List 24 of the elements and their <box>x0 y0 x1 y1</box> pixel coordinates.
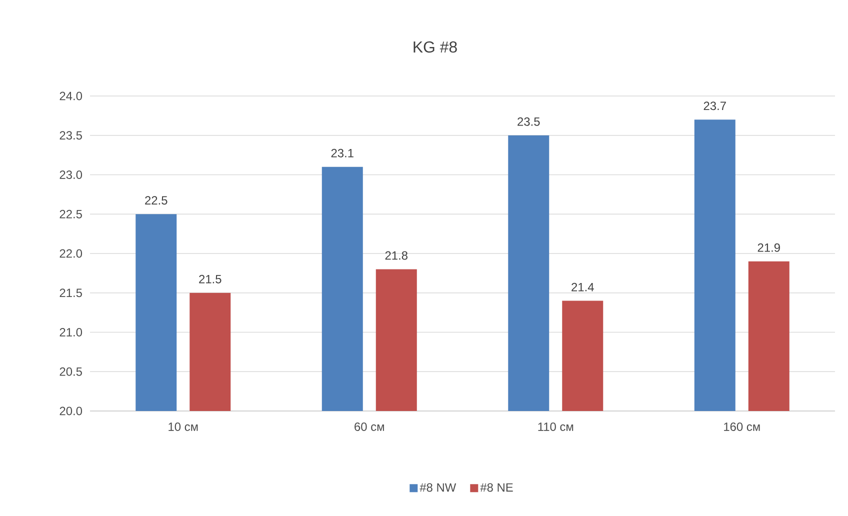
y-tick-label: 23.0 <box>60 170 82 179</box>
data-label: 23.1 <box>331 148 354 158</box>
x-tick-label: 10 см <box>168 422 198 431</box>
x-tick-label: 160 см <box>724 422 760 431</box>
y-tick-label: 23.5 <box>60 131 82 140</box>
y-tick-label: 24.0 <box>60 92 82 100</box>
x-tick-label: 110 см <box>538 422 574 431</box>
data-label: 21.5 <box>199 274 222 284</box>
x-tick-label: 60 см <box>354 422 384 431</box>
data-label: 21.8 <box>385 251 408 260</box>
y-tick-label: 22.0 <box>60 249 82 258</box>
y-tick-label: 22.5 <box>60 210 82 218</box>
y-tick-label: 20.0 <box>60 406 82 416</box>
data-label: 23.5 <box>518 117 540 126</box>
chart-title: KG #8 <box>414 41 457 53</box>
y-tick-label: 20.5 <box>60 367 82 376</box>
legend-label: #8 NW <box>420 483 456 492</box>
data-label: 22.5 <box>145 196 168 205</box>
legend-label: #8 NE <box>480 483 513 492</box>
data-label: 21.4 <box>572 282 594 292</box>
y-tick-label: 21.5 <box>60 288 82 298</box>
y-tick-label: 21.0 <box>60 328 82 336</box>
data-label: 23.7 <box>704 102 726 110</box>
data-label: 21.9 <box>758 243 780 252</box>
